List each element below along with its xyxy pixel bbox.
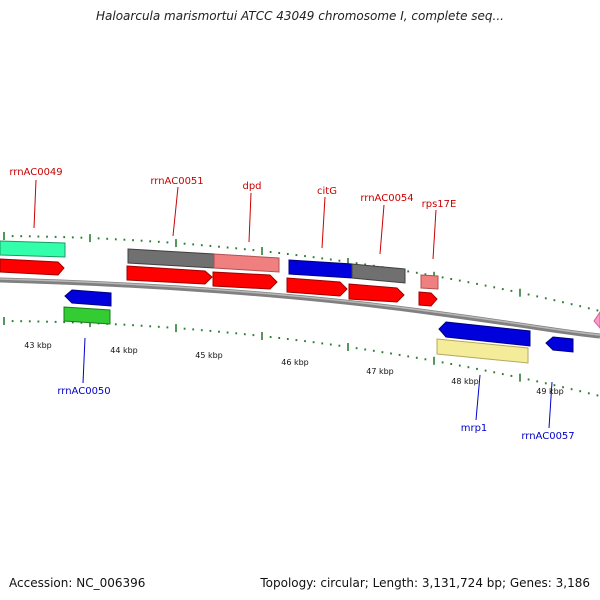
feature-blue-rrnAC0057[interactable]	[545, 336, 574, 353]
label-rrnAC0054[interactable]: rrnAC0054	[360, 193, 413, 204]
topology-summary: Topology: circular; Length: 3,131,724 bp…	[260, 576, 590, 590]
label-citG[interactable]: citG	[317, 186, 337, 197]
feature-blue-mrp1[interactable]	[438, 321, 531, 347]
chromosome-backbone	[0, 277, 600, 339]
scale-label: 49 kbp	[536, 387, 564, 396]
feature-gray-rrnAC0054[interactable]	[351, 263, 406, 284]
accession-text: Accession: NC_006396	[9, 576, 146, 590]
feature-pink[interactable]	[593, 311, 600, 329]
scale-label: 45 kbp	[195, 351, 223, 360]
label-dpd[interactable]: dpd	[242, 181, 261, 192]
feature-blue-rrnAC0050[interactable]	[64, 289, 112, 307]
feature-lightred-rps17E[interactable]	[420, 274, 439, 290]
scale-labels: 43 kbp 44 kbp 45 kbp 46 kbp 47 kbp 48 kb…	[24, 341, 564, 396]
scale-label: 43 kbp	[24, 341, 52, 350]
scale-label: 46 kbp	[281, 358, 309, 367]
chromosome-backbone-highlight	[0, 278, 600, 336]
reverse-strand-features	[63, 289, 600, 364]
label-rrnAC0049[interactable]: rrnAC0049	[9, 167, 62, 178]
scale-label: 44 kbp	[110, 346, 138, 355]
feature-rrna-3[interactable]	[286, 277, 348, 297]
feature-gray-rrnAC0051[interactable]	[127, 248, 215, 269]
label-rrnAC0057[interactable]: rrnAC0057	[521, 431, 574, 442]
gene-labels: rrnAC0049 rrnAC0051 dpd citG rrnAC0054 r…	[9, 167, 574, 442]
feature-yellow-mrp1[interactable]	[436, 338, 529, 364]
forward-strand-features	[0, 240, 439, 307]
label-rrnAC0050[interactable]: rrnAC0050	[57, 386, 110, 397]
tick-marks	[3, 232, 599, 397]
bottom-label-leaders	[82, 337, 553, 429]
scale-label: 47 kbp	[366, 367, 394, 376]
feature-rrna-2[interactable]	[212, 271, 278, 290]
map-title: Haloarcula marismortui ATCC 43049 chromo…	[96, 9, 504, 23]
scale-label: 48 kbp	[451, 377, 479, 386]
feature-teal-rrnAC0049[interactable]	[0, 240, 66, 258]
label-mrp1[interactable]: mrp1	[461, 423, 488, 434]
feature-rrna-4[interactable]	[348, 283, 405, 303]
feature-rrna-1[interactable]	[126, 265, 213, 285]
label-rps17E[interactable]: rps17E	[422, 199, 457, 210]
feature-rrna-5[interactable]	[418, 291, 438, 307]
label-rrnAC0051[interactable]: rrnAC0051	[150, 176, 203, 187]
feature-rrna-left[interactable]	[0, 258, 65, 276]
feature-green[interactable]	[63, 306, 111, 325]
feature-lightred-dpd[interactable]	[213, 253, 280, 273]
top-label-leaders	[33, 179, 437, 260]
feature-blue-citG[interactable]	[288, 259, 353, 279]
